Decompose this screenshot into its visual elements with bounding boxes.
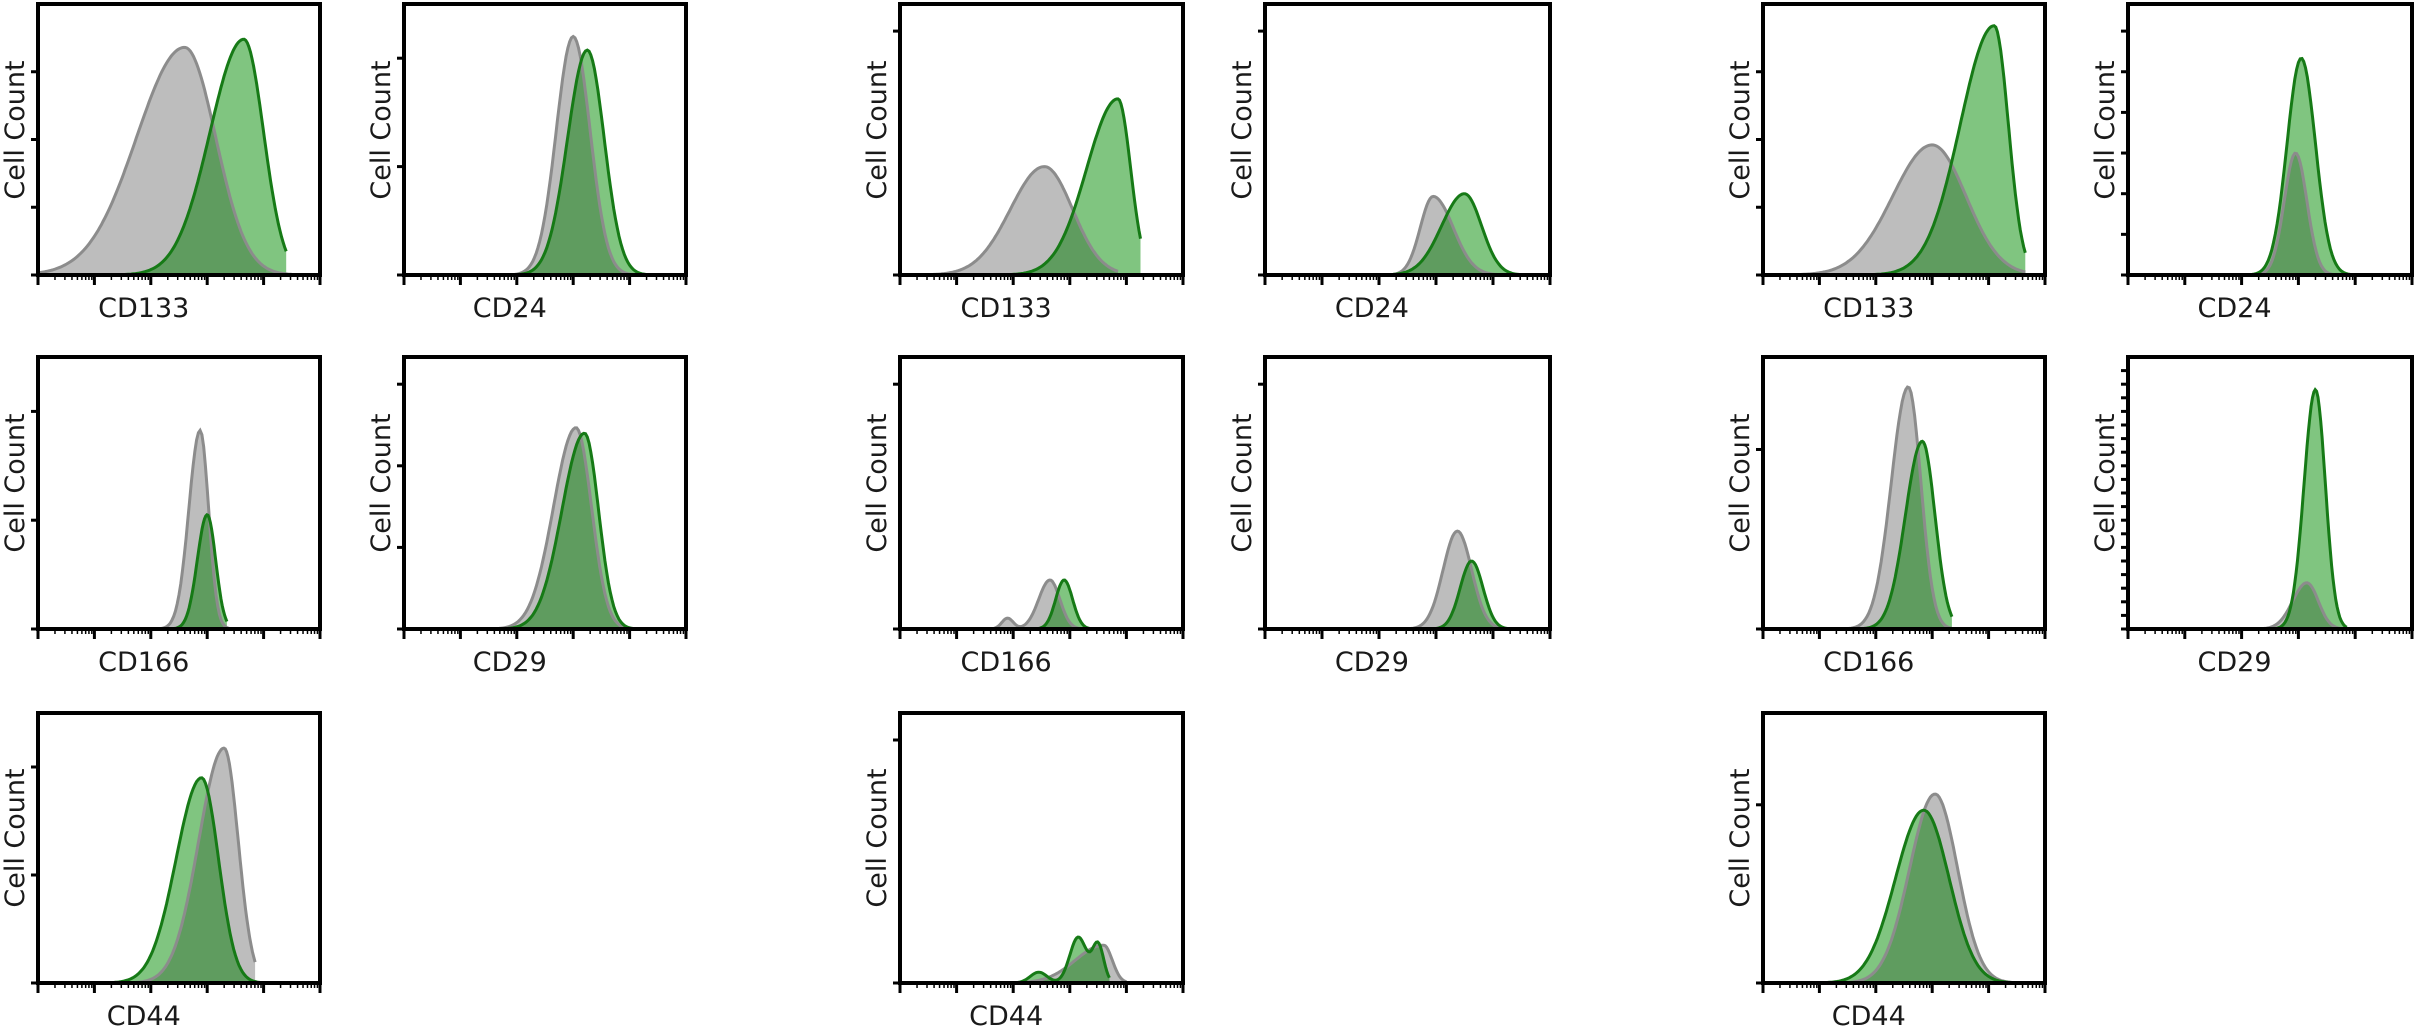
x-axis-label: CD133: [960, 293, 1052, 324]
x-axis-label: CD24: [472, 293, 547, 324]
x-axis-label: CD29: [472, 647, 547, 678]
overlap-fill: [38, 777, 256, 983]
histogram-panel-cd29-group-3: [2121, 355, 2414, 639]
plot-frame: [402, 2, 688, 277]
marker-histogram-line: [2128, 56, 2412, 277]
x-axis-label: CD44: [969, 1001, 1044, 1032]
plot-area: [1258, 355, 1552, 639]
histogram-panel-cd29-group-2: [1258, 355, 1552, 639]
y-axis-label: Cell Count: [862, 768, 893, 908]
histogram-panel-cd133-group-1: [31, 2, 322, 285]
y-axis-label: Cell Count: [2090, 59, 2121, 200]
histogram-panel-cd29-group-1: [397, 355, 688, 639]
x-axis-label: CD133: [98, 293, 190, 324]
histogram-panel-cd24-group-3: [2121, 2, 2414, 285]
overlap-fill: [1763, 810, 2045, 983]
plot-area: [1258, 2, 1552, 285]
plot-area: [1756, 2, 2047, 285]
plot-area: [893, 355, 1185, 639]
y-axis-label: Cell Count: [0, 413, 31, 553]
plot-area: [2121, 2, 2414, 285]
plot-frame: [1263, 355, 1552, 631]
y-axis-label: Cell Count: [1725, 413, 1756, 553]
plot-frame: [1263, 2, 1552, 277]
histogram-panel-cd166-group-2: [893, 355, 1185, 639]
control-histogram-line: [38, 427, 320, 631]
plot-area: [31, 2, 322, 285]
x-axis-label: CD166: [98, 647, 190, 678]
x-axis-label: CD24: [1334, 293, 1409, 324]
plot-area: [397, 2, 688, 285]
histogram-panel-cd24-group-2: [1258, 2, 1552, 285]
histogram-panel-cd24-group-1: [397, 2, 688, 285]
histogram-panel-cd44-group-1: [31, 711, 322, 993]
control-histogram-fill: [2128, 582, 2412, 629]
control-histogram-fill: [404, 36, 686, 275]
x-axis-label: CD133: [1823, 293, 1915, 324]
plot-area: [893, 711, 1185, 993]
x-axis-label: CD44: [1831, 1001, 1906, 1032]
y-axis-label: Cell Count: [862, 59, 893, 200]
x-axis-label: CD24: [2197, 293, 2272, 324]
plot-frame: [36, 355, 322, 631]
plot-frame: [1761, 355, 2047, 631]
y-axis-label: Cell Count: [366, 413, 397, 553]
overlap-fill: [2128, 582, 2347, 629]
overlap-fill: [900, 945, 1110, 983]
histogram-panel-cd44-group-3: [1756, 711, 2047, 993]
plot-area: [1756, 711, 2047, 993]
control-histogram-line: [2128, 581, 2412, 631]
y-axis-label: Cell Count: [366, 59, 397, 200]
plot-area: [31, 711, 322, 993]
marker-histogram-fill: [1265, 193, 1522, 275]
overlap-fill: [1265, 561, 1508, 629]
x-axis-label: CD166: [1823, 647, 1915, 678]
plot-frame: [36, 711, 322, 985]
control-histogram-fill: [1763, 387, 2045, 629]
plot-frame: [898, 2, 1185, 277]
histogram-panel-cd133-group-2: [893, 2, 1185, 285]
plot-frame: [898, 711, 1185, 985]
plot-frame: [2126, 355, 2414, 631]
histogram-panel-cd44-group-2: [893, 711, 1185, 993]
y-axis-label: Cell Count: [1227, 59, 1258, 200]
x-axis-label: CD29: [1334, 647, 1409, 678]
x-axis-label: CD44: [106, 1001, 181, 1032]
plot-area: [31, 355, 322, 639]
x-axis-label: CD29: [2197, 647, 2272, 678]
x-axis-label: CD166: [960, 647, 1052, 678]
overlap-fill: [404, 433, 686, 629]
plot-area: [397, 355, 688, 639]
histogram-panel-cd166-group-3: [1756, 355, 2047, 639]
control-histogram-line: [37, 45, 292, 276]
y-axis-label: Cell Count: [1725, 768, 1756, 908]
overlap-fill: [1265, 196, 1522, 275]
y-axis-label: Cell Count: [2090, 413, 2121, 553]
y-axis-label: Cell Count: [1725, 59, 1756, 200]
marker-histogram-fill: [38, 777, 320, 983]
marker-histogram-fill: [2128, 58, 2412, 275]
y-axis-label: Cell Count: [0, 768, 31, 908]
plot-frame: [2126, 2, 2414, 277]
plot-frame: [402, 355, 688, 631]
y-axis-label: Cell Count: [862, 413, 893, 553]
plot-frame: [1761, 711, 2047, 985]
plot-frame: [898, 355, 1185, 631]
y-axis-label: Cell Count: [0, 59, 31, 200]
histogram-panel-cd166-group-1: [31, 355, 322, 639]
y-axis-label: Cell Count: [1227, 413, 1258, 553]
plot-area: [893, 2, 1185, 285]
histogram-panel-cd133-group-3: [1756, 2, 2047, 285]
plot-area: [2121, 355, 2414, 639]
plot-area: [1756, 355, 2047, 639]
